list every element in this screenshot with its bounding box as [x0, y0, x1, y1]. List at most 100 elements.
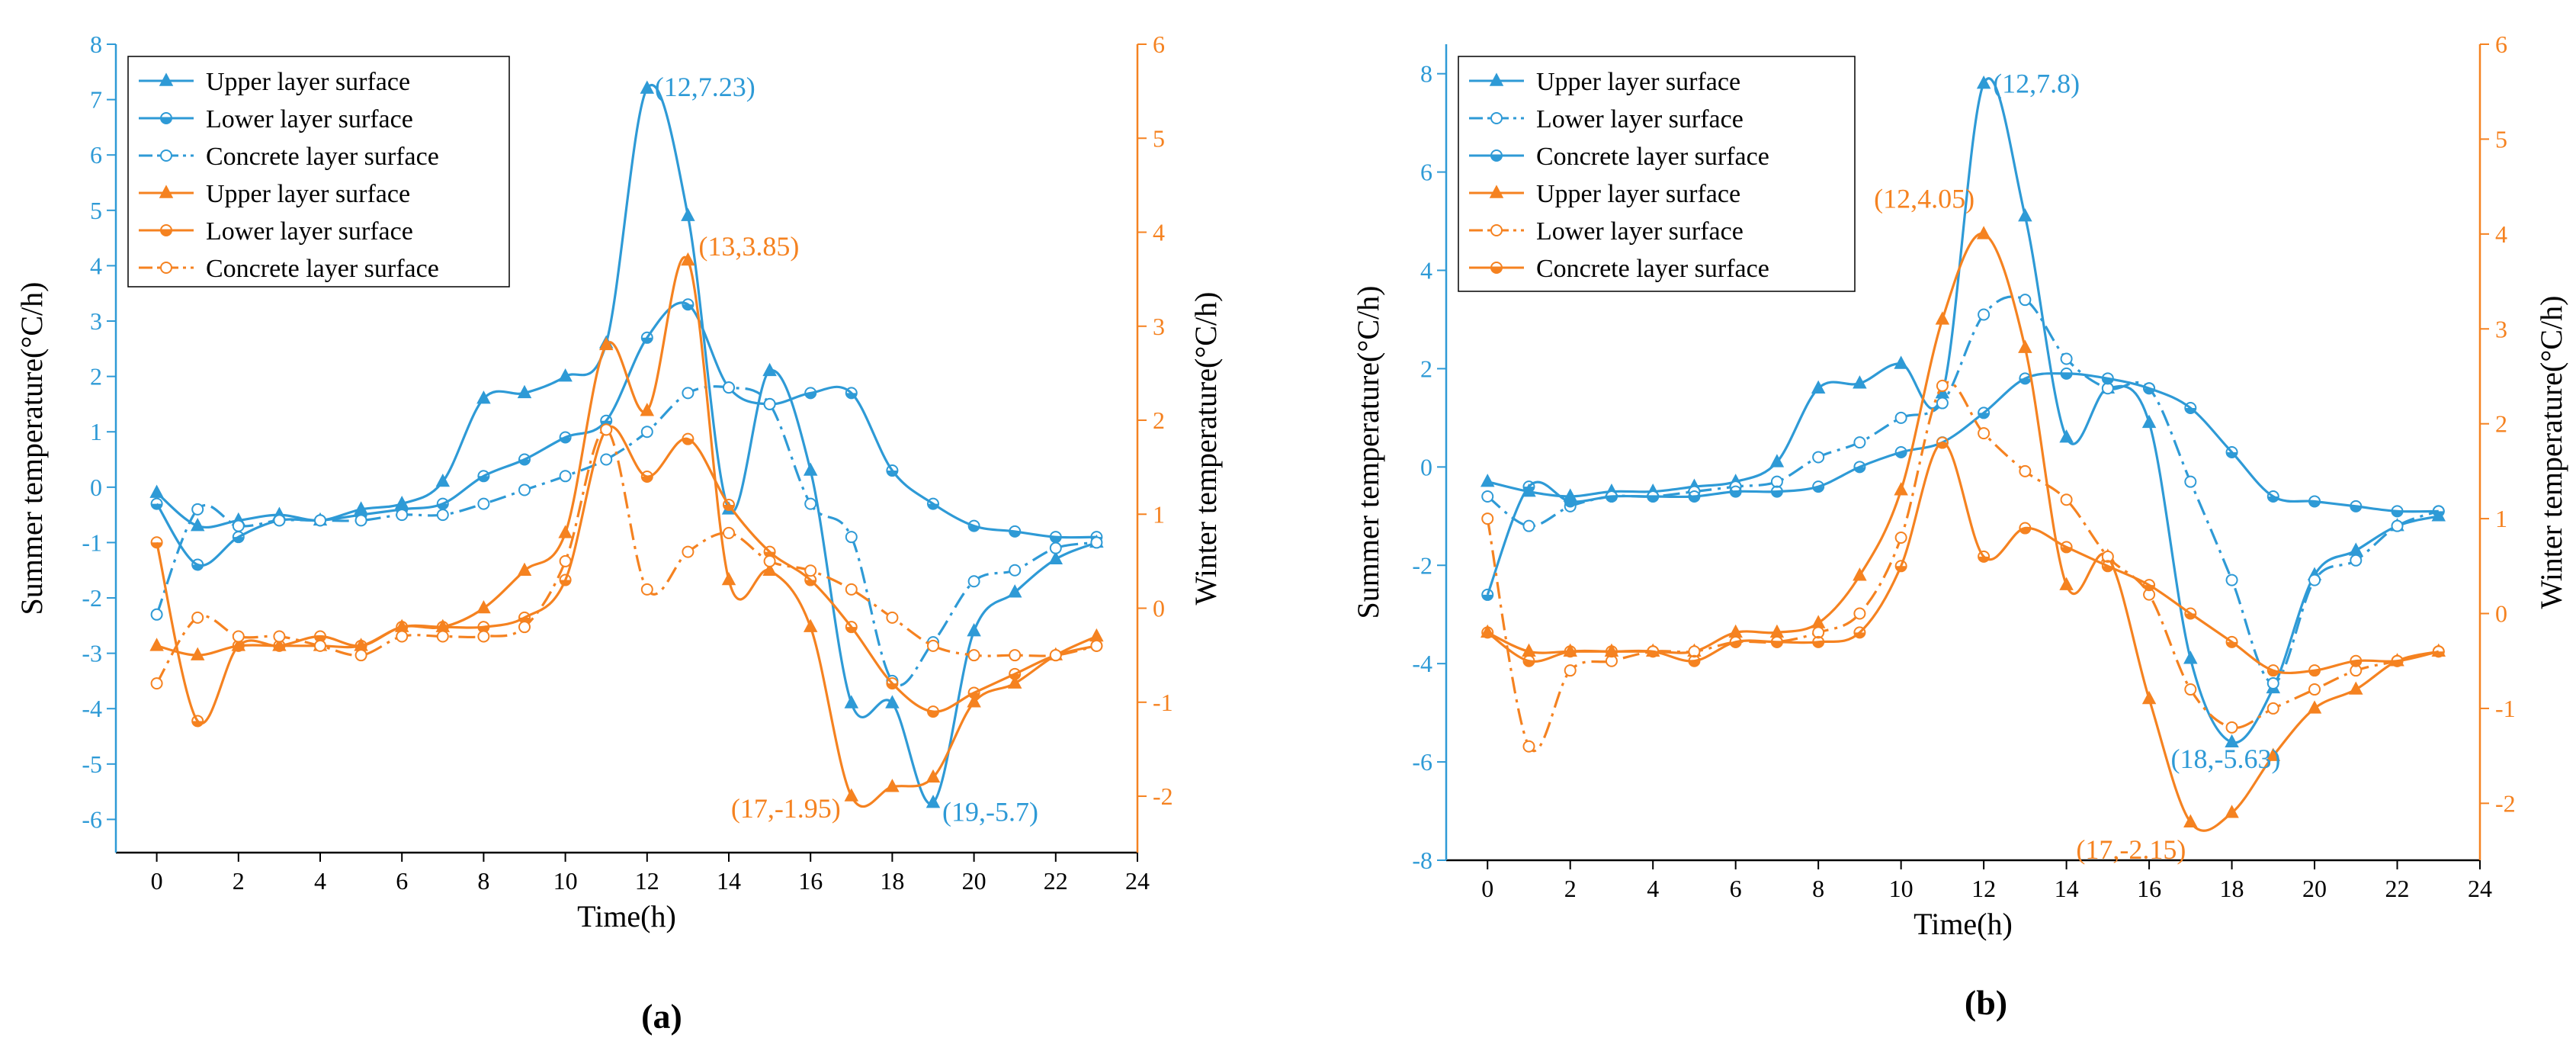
data-point — [2225, 734, 2239, 748]
data-point — [682, 545, 695, 558]
data-point — [967, 694, 981, 708]
legend-entry-label: Concrete layer surface — [206, 255, 439, 283]
data-point-ring — [1770, 485, 1783, 498]
y-axis-title-left: Summer temperature(°C/h) — [14, 282, 49, 615]
x-tick-label: 24 — [1125, 867, 1150, 895]
data-point — [2225, 573, 2238, 586]
data-point — [149, 484, 164, 498]
data-point — [232, 630, 245, 643]
data-point — [762, 562, 777, 576]
y-axis-title-left: Summer temperature(°C/h) — [1351, 286, 1385, 619]
legend-marker-ring — [160, 112, 172, 124]
data-point — [1894, 355, 1908, 369]
x-tick-label: 22 — [1044, 867, 1068, 895]
legend-marker — [1490, 224, 1503, 236]
y-tick-label-left: -6 — [82, 805, 102, 833]
data-point-ring — [2308, 495, 2321, 508]
data-point — [435, 473, 451, 487]
data-point — [232, 519, 245, 532]
data-point-ring — [2432, 505, 2445, 518]
data-point — [476, 599, 491, 614]
data-point-ring — [1978, 406, 1991, 419]
y-tick-label-right: 5 — [1153, 124, 1165, 152]
x-tick-label: 6 — [396, 867, 408, 895]
data-point — [1007, 584, 1022, 598]
legend-marker — [1490, 112, 1503, 124]
data-point — [804, 497, 817, 510]
data-point — [763, 397, 776, 410]
panel-label: (b) — [1965, 983, 2007, 1022]
data-point — [1894, 482, 1908, 496]
data-point — [803, 462, 818, 476]
annotation-label: (12,4.05) — [1874, 184, 1975, 214]
data-point — [723, 526, 735, 539]
data-point — [149, 638, 164, 651]
data-point — [477, 630, 490, 643]
data-point — [518, 484, 531, 496]
data-point — [517, 562, 532, 576]
data-point — [723, 381, 735, 394]
data-point-ring — [1009, 667, 1022, 680]
data-point — [2391, 519, 2404, 532]
series-line — [1486, 381, 2440, 753]
x-tick-label: 4 — [1647, 875, 1659, 902]
annotation-label: (19,-5.7) — [942, 797, 1038, 827]
data-point — [1688, 645, 1701, 658]
data-point-ring — [1522, 654, 1535, 667]
data-point-ring — [2143, 579, 2156, 592]
data-point-ring — [1894, 560, 1907, 573]
data-point — [803, 618, 818, 632]
data-point — [1853, 607, 1866, 620]
data-point — [640, 403, 655, 416]
data-point-ring — [2266, 664, 2279, 677]
data-point-ring — [1605, 645, 1618, 658]
data-point — [721, 571, 736, 586]
data-point — [2225, 805, 2239, 818]
data-point-ring — [2432, 645, 2445, 658]
data-point — [1480, 474, 1495, 487]
x-tick-label: 16 — [798, 867, 823, 895]
legend-entry-label: Concrete layer surface — [206, 143, 439, 171]
x-tick-label: 14 — [717, 867, 741, 895]
data-point — [2349, 542, 2363, 556]
annotation-label: (18,-5.63) — [2171, 744, 2281, 774]
data-point — [2059, 577, 2074, 590]
data-point-ring — [1647, 645, 1660, 658]
data-point — [1978, 427, 1991, 440]
data-point — [1770, 475, 1783, 488]
data-point-ring — [1009, 525, 1022, 538]
y-tick-label-right: 6 — [1153, 31, 1165, 58]
data-point — [1936, 397, 1949, 410]
data-point — [600, 423, 613, 436]
legend-entry-label: Lower layer surface — [1536, 105, 1744, 133]
data-point-ring — [1688, 490, 1701, 503]
data-point-ring — [886, 677, 899, 690]
data-point — [1811, 615, 1826, 628]
y-tick-label-right: -1 — [1153, 689, 1173, 716]
data-point — [763, 554, 776, 567]
legend-marker-ring — [160, 224, 172, 236]
legend-marker-ring — [1490, 149, 1503, 162]
y-tick-label-right: 5 — [2495, 125, 2507, 153]
data-point — [886, 611, 899, 624]
legend-entry-label: Upper layer surface — [206, 180, 410, 208]
data-point — [640, 80, 655, 94]
data-point-ring — [804, 387, 817, 400]
data-point — [1007, 675, 1022, 689]
data-point-ring — [1894, 446, 1907, 458]
data-point — [558, 368, 573, 382]
data-point — [967, 622, 981, 637]
data-point — [2308, 683, 2321, 696]
data-point-ring — [2350, 500, 2363, 512]
data-point-ring — [927, 705, 939, 718]
series-line — [1487, 442, 2440, 675]
legend-entry-label: Concrete layer surface — [1536, 255, 1769, 283]
data-point-ring — [1812, 480, 1825, 493]
data-point-ring — [150, 536, 163, 549]
y-tick-label-right: 1 — [2495, 505, 2507, 532]
legend-box — [1458, 56, 1856, 292]
data-point — [2060, 493, 2073, 506]
data-point-ring — [967, 519, 980, 532]
data-point — [191, 503, 204, 516]
